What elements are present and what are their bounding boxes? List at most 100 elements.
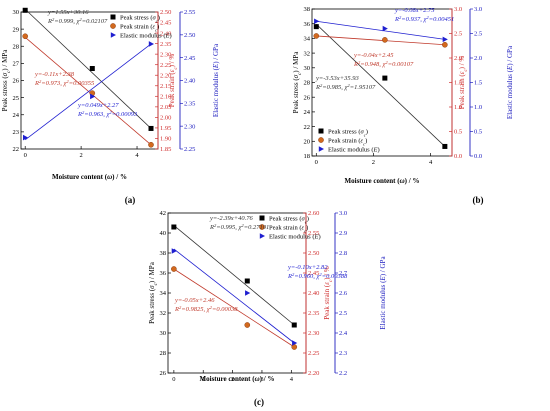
right2-tick-label: 2.3 (339, 350, 347, 357)
right2-tick-label: 1.0 (474, 104, 482, 111)
legend-entry: Peak stress (σc) (120, 14, 160, 23)
left-tick-label: 23 (13, 129, 20, 136)
fit-line-left (316, 23, 446, 147)
fit-line-right2 (173, 248, 295, 344)
left-tick-label: 26 (160, 370, 167, 377)
right1-tick-label: 2.20 (308, 370, 319, 377)
right1-tick-label: 0.0 (454, 153, 462, 160)
fit-equation: y=-3.53x+35.93 (315, 75, 359, 82)
left-tick-label: 38 (304, 6, 311, 13)
right-axis-2-label: Elastic modulus (E) / GPa (379, 256, 387, 330)
left-tick-label: 26 (304, 94, 311, 101)
legend-entry: Peak strain (εc) (120, 23, 159, 32)
point-left (22, 7, 28, 13)
left-axis-label: Peak stress (σc) / MPa (1, 49, 12, 112)
right1-tick-label: 2.30 (160, 51, 171, 58)
right2-tick-label: 2.9 (339, 230, 347, 237)
right2-tick-label: 2.2 (339, 370, 347, 377)
legend-entry: Peak stress (σc) (328, 128, 368, 137)
right1-tick-label: 2.55 (308, 230, 319, 237)
point-right2 (245, 290, 251, 296)
legend-marker-left (110, 14, 116, 20)
point-left (244, 278, 250, 284)
left-tick-label: 28 (304, 80, 311, 87)
fit-equation: y=-0.05x+2.46 (174, 297, 215, 304)
right1-tick-label: 1.95 (160, 125, 171, 132)
right-axis-1-label: Peak strain (εc) / % (458, 56, 469, 110)
right-axis-2-label: Elastic modulus (E) / GPa (506, 45, 514, 119)
right1-tick-label: 2.50 (160, 9, 171, 16)
right1-tick-label: 2.05 (160, 104, 171, 111)
point-left (171, 224, 177, 230)
fit-equation: R2=0.960, χ2=0.00388 (287, 272, 348, 281)
point-left (382, 75, 388, 81)
legend-marker-left (318, 128, 324, 134)
right2-tick-label: 2.5 (339, 310, 347, 317)
left-tick-label: 28 (160, 350, 167, 357)
point-right1 (382, 37, 388, 43)
legend-marker-right1 (318, 137, 324, 143)
x-tick-label: 4 (429, 159, 433, 166)
right2-tick-label: 2.7 (339, 270, 348, 277)
left-tick-label: 42 (160, 210, 167, 217)
left-tick-label: 32 (304, 50, 311, 57)
right1-tick-label: 0.5 (454, 129, 462, 136)
left-tick-label: 34 (304, 36, 311, 43)
x-tick-label: 3 (260, 376, 263, 383)
point-right2 (314, 18, 320, 25)
point-right2 (22, 134, 29, 141)
right2-tick-label: 1.5 (474, 80, 482, 87)
x-tick-label: 2 (231, 376, 234, 383)
x-axis-label: Moisture content (ω) / % (345, 177, 420, 185)
right2-tick-label: 2.40 (184, 78, 195, 85)
left-tick-label: 20 (304, 139, 311, 146)
legend-marker-right2 (110, 32, 116, 38)
fit-equation: y=-0.04x+2.45 (353, 52, 394, 59)
x-tick-label: 4 (135, 152, 139, 159)
point-right2 (148, 41, 155, 47)
left-tick-label: 40 (160, 230, 167, 237)
x-axis-label: Moisture content (ω) / % (200, 375, 275, 383)
left-tick-label: 26 (13, 78, 20, 85)
point-right2 (171, 248, 177, 254)
left-tick-label: 24 (13, 112, 20, 119)
x-tick-label: 0 (24, 152, 27, 159)
fit-equation: y=-0.08x+2.75 (394, 7, 435, 14)
legend-marker-right2 (259, 233, 265, 239)
fit-equation: R2=0.9825, χ2=0.00038 (174, 305, 238, 314)
fit-equation: R2=0.995, χ2=0.27101 (209, 223, 269, 232)
fit-line-right1 (173, 268, 295, 348)
fit-equation: R2=0.948, χ2=0.00107 (353, 60, 414, 69)
right2-tick-label: 2.50 (184, 32, 195, 39)
legend-entry: Peak strain (εc) (328, 137, 367, 146)
x-axis-label: Moisture content (ω) / % (52, 173, 127, 181)
right2-tick-label: 2.0 (474, 55, 482, 62)
left-tick-label: 30 (13, 9, 20, 16)
x-tick-label: 0 (172, 376, 175, 383)
left-tick-label: 22 (304, 124, 311, 131)
left-tick-label: 25 (13, 95, 20, 102)
right1-tick-label: 2.0 (454, 55, 462, 62)
fit-equation: R2=0.937, χ2=0.00451 (394, 15, 454, 24)
left-tick-label: 36 (160, 270, 167, 277)
left-tick-label: 32 (160, 310, 167, 317)
right-axis-1-label: Peak strain (εc) / % (168, 54, 179, 108)
right1-tick-label: 1.0 (454, 104, 462, 111)
fit-equation: y=-0.11x+2.38 (34, 71, 75, 78)
legend-entry: Elastic modulus (E) (269, 233, 321, 240)
legend-marker-right1 (110, 23, 116, 29)
point-right2 (90, 93, 96, 100)
right1-tick-label: 2.50 (308, 250, 319, 257)
fit-line-right2 (316, 20, 445, 40)
right2-tick-label: 2.4 (339, 330, 348, 337)
left-tick-label: 18 (304, 153, 311, 160)
left-tick-label: 28 (13, 43, 20, 50)
fit-equation: y=1.55x+30.16 (47, 9, 89, 16)
left-tick-label: 24 (304, 109, 311, 116)
right1-tick-label: 2.25 (160, 62, 171, 69)
right2-tick-label: 2.25 (184, 146, 195, 153)
point-right1 (22, 33, 28, 40)
right1-tick-label: 1.5 (454, 80, 462, 87)
left-tick-label: 30 (304, 65, 311, 72)
legend-marker-right1 (259, 224, 265, 230)
